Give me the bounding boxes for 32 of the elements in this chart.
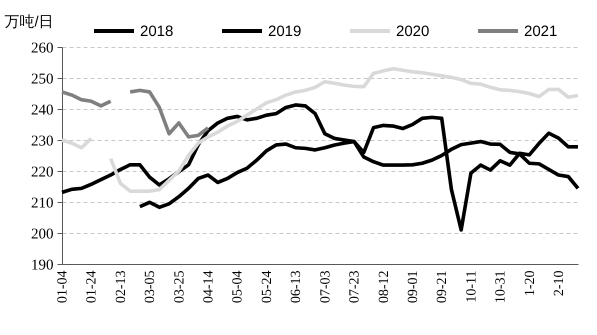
legend-label: 2018: [140, 23, 174, 40]
y-tick-label: 250: [31, 72, 54, 88]
x-tick-label: 10-31: [494, 270, 509, 304]
x-tick-label: 07-03: [318, 270, 334, 304]
y-tick-label: 220: [31, 164, 54, 180]
y-axis-title: 万吨/日: [4, 14, 54, 30]
x-tick-label: 05-24: [260, 270, 275, 304]
x-tick-label: 05-04: [230, 270, 246, 304]
y-tick-label: 210: [31, 196, 54, 212]
x-tick-label: 09-21: [435, 270, 450, 304]
y-tick-label: 240: [31, 102, 54, 118]
x-tick-label: 02-13: [114, 270, 129, 304]
legend-label: 2019: [268, 23, 302, 40]
x-tick-label: 03-25: [172, 270, 188, 304]
y-tick-label: 230: [31, 134, 54, 150]
x-tick-label: 1-20: [522, 270, 538, 296]
y-tick-label: 260: [31, 40, 54, 56]
x-tick-label: 09-01: [406, 270, 421, 304]
y-tick-label: 190: [31, 258, 54, 274]
x-tick-label: 01-24: [84, 270, 100, 304]
x-tick-label: 2-10: [552, 270, 568, 296]
y-tick-label: 200: [31, 226, 54, 242]
x-tick-label: 04-14: [202, 270, 217, 304]
legend-label: 2020: [396, 23, 430, 40]
x-tick-label: 01-04: [56, 270, 70, 304]
legend-label: 2021: [524, 23, 558, 40]
x-tick-label: 10-11: [464, 270, 480, 303]
x-tick-label: 07-23: [348, 270, 363, 304]
x-tick-label: 06-13: [289, 270, 304, 304]
line-series: [60, 103, 580, 232]
x-tick-label: 08-12: [376, 270, 392, 304]
x-tick-label: 03-05: [143, 270, 158, 304]
